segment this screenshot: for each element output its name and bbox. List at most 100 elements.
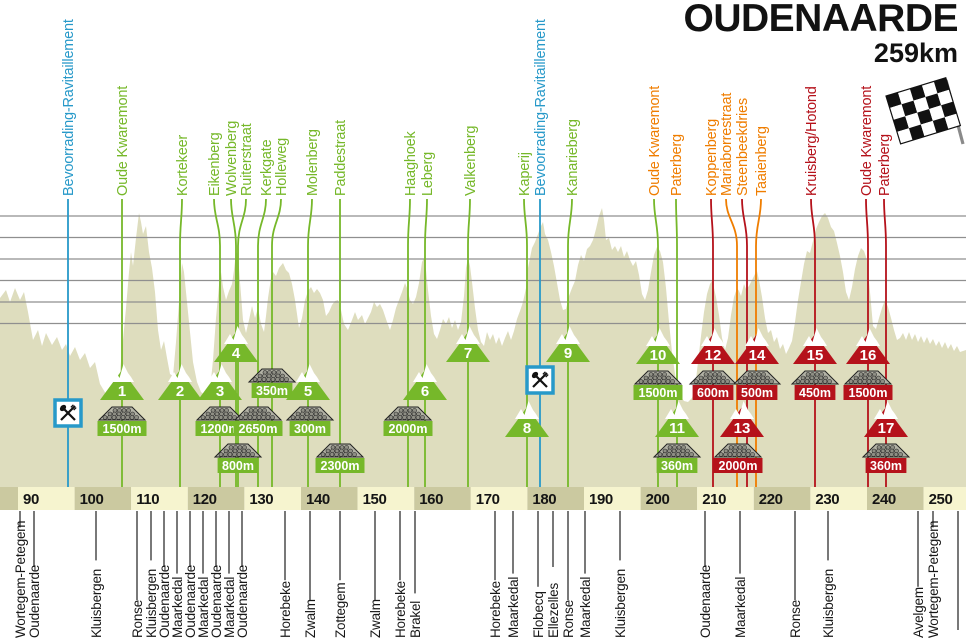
climb-line-eikenberg bbox=[213, 198, 221, 487]
climb-label-mariaborrestraat: Mariaborrestraat bbox=[719, 93, 735, 196]
town-label-zwalm: Zwalm bbox=[368, 599, 383, 638]
cobble-stone bbox=[848, 379, 854, 384]
axis-band bbox=[18, 487, 75, 510]
climb-line-mariaborrestraat bbox=[725, 198, 738, 487]
axis-label-140: 140 bbox=[306, 491, 330, 508]
cobble-length-label: 600m bbox=[697, 386, 729, 400]
cobble-stone bbox=[279, 377, 285, 382]
town-label-ronse: Ronse bbox=[561, 600, 576, 638]
cobble-stone bbox=[275, 377, 280, 382]
axis-band bbox=[357, 487, 415, 510]
cobble-stone bbox=[107, 415, 112, 420]
climb-marker-7: 7 bbox=[446, 326, 490, 362]
flag-checker-cell bbox=[889, 104, 906, 120]
flag-checker-cell bbox=[921, 81, 938, 97]
finish-flag-icon bbox=[885, 76, 965, 145]
climb-label-oude-kwaremont: Oude Kwaremont bbox=[115, 86, 131, 196]
cobble-length-label: 360m bbox=[870, 459, 902, 473]
cobble-length-label: 350m bbox=[256, 384, 288, 398]
cobble-stone bbox=[662, 452, 667, 457]
climb-label-haaghoek: Haaghoek bbox=[403, 131, 419, 196]
town-label-maarkedal: Maarkedal bbox=[196, 577, 211, 638]
marker-triangle bbox=[735, 334, 779, 364]
cobble-stone bbox=[737, 379, 743, 384]
cobble-length-label: 2300m bbox=[321, 459, 360, 473]
marker-number: 17 bbox=[878, 420, 895, 437]
axis-band bbox=[74, 487, 132, 510]
marker-triangle bbox=[505, 407, 549, 437]
cobble-length-box bbox=[692, 385, 734, 400]
cobble-stone bbox=[857, 379, 863, 384]
cobble-stone bbox=[880, 452, 885, 457]
town-label-maarkedal: Maarkedal bbox=[506, 577, 521, 638]
axis-label-240: 240 bbox=[872, 491, 896, 508]
climb-marker-15: 15 bbox=[793, 328, 837, 364]
cobble-stone bbox=[898, 452, 903, 457]
cobble-sector-badge-2650m: 2650m bbox=[233, 406, 283, 436]
mountain-peaks-icon bbox=[515, 401, 539, 419]
axis-band bbox=[697, 487, 754, 510]
cobble-stone bbox=[270, 377, 276, 382]
gridlines-layer bbox=[0, 215, 966, 325]
town-label-horebeke: Horebeke bbox=[393, 581, 408, 638]
cobble-stone bbox=[746, 379, 752, 384]
cobble-stone bbox=[884, 452, 890, 457]
cobble-stone bbox=[871, 379, 876, 384]
marker-triangle bbox=[158, 370, 202, 400]
cobble-stone bbox=[647, 379, 653, 384]
cobble-stone bbox=[741, 452, 746, 457]
climb-markers-layer: 1500m 1200m 2650m350m800m300m2300m2000m150… bbox=[53, 326, 911, 473]
cobble-stone bbox=[661, 379, 666, 384]
climb-line-steenbeekdries bbox=[741, 198, 748, 487]
marker-triangle bbox=[655, 407, 699, 437]
cobble-length-label: 1200m bbox=[201, 422, 240, 436]
town-label-kluisbergen: Kluisbergen bbox=[613, 569, 628, 638]
fork-tine bbox=[543, 372, 548, 377]
cobble-stone bbox=[769, 379, 774, 384]
cobble-stone bbox=[666, 452, 672, 457]
cobble-stone bbox=[716, 379, 721, 384]
cobble-stone bbox=[875, 379, 881, 384]
cobble-stone bbox=[402, 415, 407, 420]
cobble-stone bbox=[866, 452, 872, 457]
mountain-peaks-icon bbox=[665, 401, 689, 419]
climb-label-wolvenberg: Wolvenberg bbox=[224, 121, 240, 196]
cobble-stone bbox=[665, 379, 671, 384]
cobble-stone bbox=[320, 452, 326, 457]
mountain-peaks-icon bbox=[730, 401, 754, 419]
cobble-stone bbox=[707, 379, 712, 384]
axis-band bbox=[810, 487, 867, 510]
climb-line-leberg bbox=[424, 198, 428, 487]
climb-label-koppenberg: Koppenberg bbox=[704, 119, 720, 196]
flag-checker-cell bbox=[897, 88, 914, 105]
cobble-stone bbox=[250, 452, 255, 457]
mountain-peaks-icon bbox=[856, 328, 880, 346]
climb-label-taaienberg: Taaienberg bbox=[754, 126, 770, 196]
climb-marker-17: 17 bbox=[864, 401, 908, 437]
climb-label-molenberg: Molenberg bbox=[305, 129, 321, 196]
cobble-stone bbox=[800, 379, 805, 384]
marker-number: 2 bbox=[176, 383, 184, 400]
flag-checker-cell bbox=[917, 108, 933, 125]
cobble-stone bbox=[134, 415, 139, 420]
mountain-peaks-icon bbox=[556, 326, 580, 344]
marker-number: 15 bbox=[807, 347, 824, 364]
cobble-stone bbox=[325, 452, 330, 457]
cobble-stone bbox=[200, 415, 206, 420]
climb-marker-1: 1 bbox=[100, 364, 144, 400]
cobble-stone bbox=[261, 377, 267, 382]
cobble-length-box bbox=[865, 458, 907, 473]
flag-checker-cell bbox=[929, 105, 945, 121]
cobble-length-box bbox=[251, 383, 293, 398]
axis-label-230: 230 bbox=[815, 491, 839, 508]
cobble-stone bbox=[675, 452, 681, 457]
town-label-oudenaarde: Oudenaarde bbox=[209, 565, 224, 638]
marker-triangle bbox=[846, 334, 890, 364]
climb-marker-10: 10 bbox=[636, 328, 680, 364]
town-label-zwalm: Zwalm bbox=[303, 599, 318, 638]
cobble-stone bbox=[420, 415, 425, 420]
axis-band bbox=[301, 487, 358, 510]
cobble-stone bbox=[347, 452, 353, 457]
marker-number: 6 bbox=[421, 383, 429, 400]
cobble-stone bbox=[334, 452, 339, 457]
